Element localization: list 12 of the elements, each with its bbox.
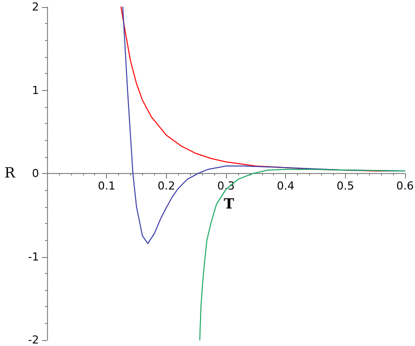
y-axis-title: R xyxy=(4,166,16,182)
y-tick-label: 2 xyxy=(32,0,39,14)
y-tick-label: 0 xyxy=(32,167,39,180)
x-tick-label: 0.4 xyxy=(276,180,294,192)
y-tick-label: -1 xyxy=(28,250,39,264)
x-tick-label: 0.2 xyxy=(158,180,176,192)
x-tick-label: 0.1 xyxy=(98,180,116,192)
x-tick-label: 0.5 xyxy=(336,180,354,192)
y-tick-label: -2 xyxy=(28,334,39,346)
y-tick-label: 1 xyxy=(32,84,39,97)
x-tick-label: 0.6 xyxy=(396,180,414,192)
x-axis-title: T xyxy=(224,196,235,212)
